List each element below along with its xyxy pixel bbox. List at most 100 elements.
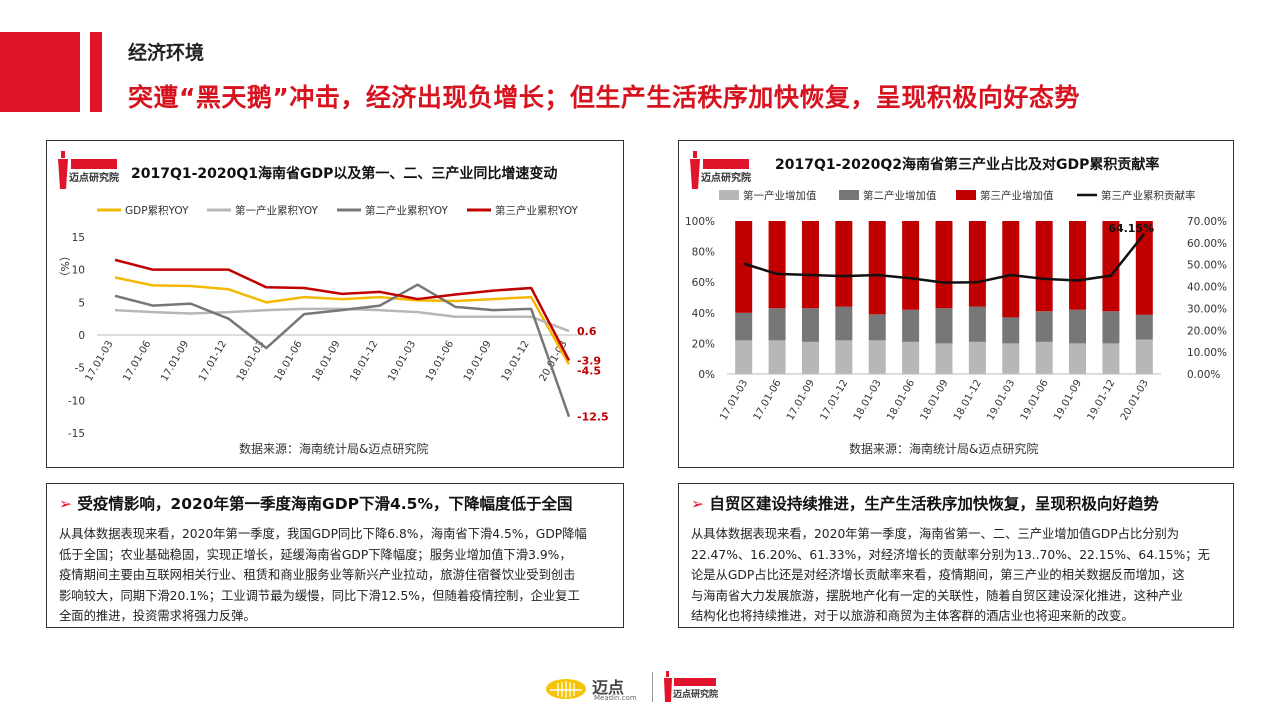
series-line-1 xyxy=(114,307,570,333)
series-line-2 xyxy=(114,283,571,418)
y-right-tick: 0.00% xyxy=(1187,369,1220,381)
y-right-tick: 10.00% xyxy=(1187,347,1227,359)
bar-segment-1 xyxy=(735,312,753,341)
x-tick-label: 18.01-12 xyxy=(952,378,984,422)
y-tick-label: -5 xyxy=(75,363,85,375)
x-tick-label: 18.01-03 xyxy=(852,378,884,422)
textbox-line: 疫情期间主要由互联网相关行业、租赁和商业服务业等新兴产业拉动，旅游住宿餐饮业受到… xyxy=(59,568,576,583)
bar-chart-panel: 迈点研究院 2017Q1-2020Q2海南省第三产业占比及对GDP累积贡献率 第… xyxy=(678,140,1234,468)
textbox-right-title: ➢ 自贸区建设持续推进，生产生活秩序加快恢复，呈现积极向好趋势 xyxy=(691,495,1159,513)
bar-segment-0 xyxy=(768,340,786,374)
bar-segment-1 xyxy=(1135,314,1153,340)
x-tick-label: 20.01-03 xyxy=(1119,378,1151,422)
x-tick-label: 17.01-06 xyxy=(121,339,153,383)
legend-label-3: 第三产业累积贡献率 xyxy=(1101,189,1196,202)
x-tick-label: 18.01-12 xyxy=(348,339,380,383)
bar-segment-2 xyxy=(835,221,853,307)
textbox-line: 从具体数据表现来看，2020年第一季度，海南省第一、二、三产业增加值GDP占比分… xyxy=(691,527,1180,541)
textbox-left-body: 从具体数据表现来看，2020年第一季度，我国GDP同比下降6.8%，海南省下滑4… xyxy=(59,524,619,627)
bar-segment-0 xyxy=(835,340,853,374)
textbox-right-body: 从具体数据表现来看，2020年第一季度，海南省第一、二、三产业增加值GDP占比分… xyxy=(691,524,1231,627)
bar-segment-1 xyxy=(902,309,920,342)
y-left-tick: 40% xyxy=(692,308,715,320)
institute-logo-2: 迈点研究院 xyxy=(690,151,751,189)
bar-segment-0 xyxy=(1002,343,1020,374)
x-tick-label: 17.01-03 xyxy=(718,378,750,422)
chart2-source: 数据来源：海南统计局&迈点研究院 xyxy=(849,442,1039,456)
y-right-tick: 30.00% xyxy=(1187,303,1227,315)
textbox-line: 22.47%、16.20%、61.33%，对经济增长的贡献率分别为13..70%… xyxy=(691,547,1210,562)
y-right-tick: 60.00% xyxy=(1187,238,1227,250)
bar-segment-1 xyxy=(801,308,819,342)
legend-swatch-2 xyxy=(956,190,976,200)
legend-label-1: 第二产业增加值 xyxy=(863,189,937,202)
textbox-line: 论是从GDP占比还是对经济增长贡献率来看，疫情期间，第三产业的相关数据反而增加，… xyxy=(691,568,1185,583)
chart1-title: 2017Q1-2020Q1海南省GDP以及第一、二、三产业同比增速变动 xyxy=(131,166,558,182)
y-right-tick: 20.00% xyxy=(1187,325,1227,337)
x-tick-label: 17.01-03 xyxy=(84,339,116,383)
y-tick-label: 15 xyxy=(72,232,85,244)
bar-segment-2 xyxy=(735,221,753,313)
logo-text: 迈点研究院 xyxy=(69,171,119,184)
y-left-tick: 20% xyxy=(692,338,715,350)
bar-segment-0 xyxy=(1035,341,1053,374)
x-tick-label: 18.01-06 xyxy=(885,378,917,422)
y-tick-label: 10 xyxy=(72,265,85,277)
bar-segment-1 xyxy=(1102,311,1120,344)
end-value-label: -4.5 xyxy=(577,364,601,377)
bar-segment-1 xyxy=(935,308,953,344)
y-right-tick: 50.00% xyxy=(1187,260,1227,272)
x-tick-label: 17.01-09 xyxy=(785,378,817,422)
textbox-line: 结构化也将持续推进，对于以旅游和商贸为主体客群的酒店业也将迎来新的改变。 xyxy=(691,609,1134,624)
legend-swatch-1 xyxy=(839,190,859,200)
footer-brand: 迈点 xyxy=(592,678,625,697)
textbox-line: 全面的推进，投资需求将强力反弹。 xyxy=(59,609,256,624)
header-red-block xyxy=(0,32,80,112)
bar-segment-2 xyxy=(1069,221,1087,310)
textbox-line: 影响较大，同期下滑20.1%；工业调节最为缓慢，同比下滑12.5%，但随着疫情控… xyxy=(59,588,580,603)
bar-segment-0 xyxy=(902,341,920,374)
x-tick-label: 17.01-09 xyxy=(159,339,191,383)
x-tick-label: 19.01-03 xyxy=(386,339,418,383)
x-tick-label: 19.01-12 xyxy=(500,339,532,383)
bar-segment-2 xyxy=(868,221,886,315)
x-tick-label: 19.01-06 xyxy=(424,339,456,383)
x-tick-label: 17.01-06 xyxy=(752,378,784,422)
bar-segment-2 xyxy=(968,221,986,307)
x-tick-label: 19.01-09 xyxy=(462,339,494,383)
bar-segment-2 xyxy=(1135,221,1153,315)
bar-segment-2 xyxy=(801,221,819,309)
footer-brand-sub: Meadin.com xyxy=(594,694,637,702)
bar-segment-1 xyxy=(835,306,853,341)
series-line-3 xyxy=(114,258,571,362)
end-value-label: -12.5 xyxy=(577,411,609,424)
y-tick-label: -10 xyxy=(68,395,85,407)
legend-label-3: 第三产业累积YOY xyxy=(495,204,579,217)
bar-segment-0 xyxy=(868,340,886,374)
section-title: 经济环境 xyxy=(128,42,205,64)
x-tick-label: 17.01-12 xyxy=(197,339,229,383)
x-tick-label: 19.01-03 xyxy=(985,378,1017,422)
y-left-tick: 0% xyxy=(698,369,715,381)
textbox-line: 从具体数据表现来看，2020年第一季度，我国GDP同比下降6.8%，海南省下滑4… xyxy=(59,527,587,541)
end-value-label: 0.6 xyxy=(577,325,597,338)
x-tick-label: 19.01-12 xyxy=(1086,378,1118,422)
end-value-label: -3.9 xyxy=(577,354,601,367)
y-left-tick: 100% xyxy=(685,216,715,228)
y-right-tick: 70.00% xyxy=(1187,216,1227,228)
textbox-right: ➢ 自贸区建设持续推进，生产生活秩序加快恢复，呈现积极向好趋势 从具体数据表现来… xyxy=(678,483,1234,628)
x-tick-label: 19.01-06 xyxy=(1019,378,1051,422)
x-tick-label: 20.01-03 xyxy=(538,339,570,383)
x-tick-label: 18.01-09 xyxy=(919,378,951,422)
x-tick-label: 18.01-09 xyxy=(311,339,343,383)
textbox-left: ➢ 受疫情影响，2020年第一季度海南GDP下滑4.5%，下降幅度低于全国 从具… xyxy=(46,483,624,628)
annotation-label: 64.15% xyxy=(1108,222,1154,235)
meadin-logo-icon xyxy=(546,679,586,699)
series-line-0 xyxy=(114,276,571,366)
legend-label-0: 第一产业增加值 xyxy=(743,189,817,202)
legend-label-2: 第三产业增加值 xyxy=(980,189,1054,202)
bar-segment-1 xyxy=(768,308,786,341)
bar-segment-0 xyxy=(968,341,986,374)
textbox-line: 与海南省大力发展旅游，摆脱地产化有一定的关联性，随着自贸区建设深化推进，这种产业 xyxy=(691,588,1183,603)
y-left-tick: 60% xyxy=(692,277,715,289)
